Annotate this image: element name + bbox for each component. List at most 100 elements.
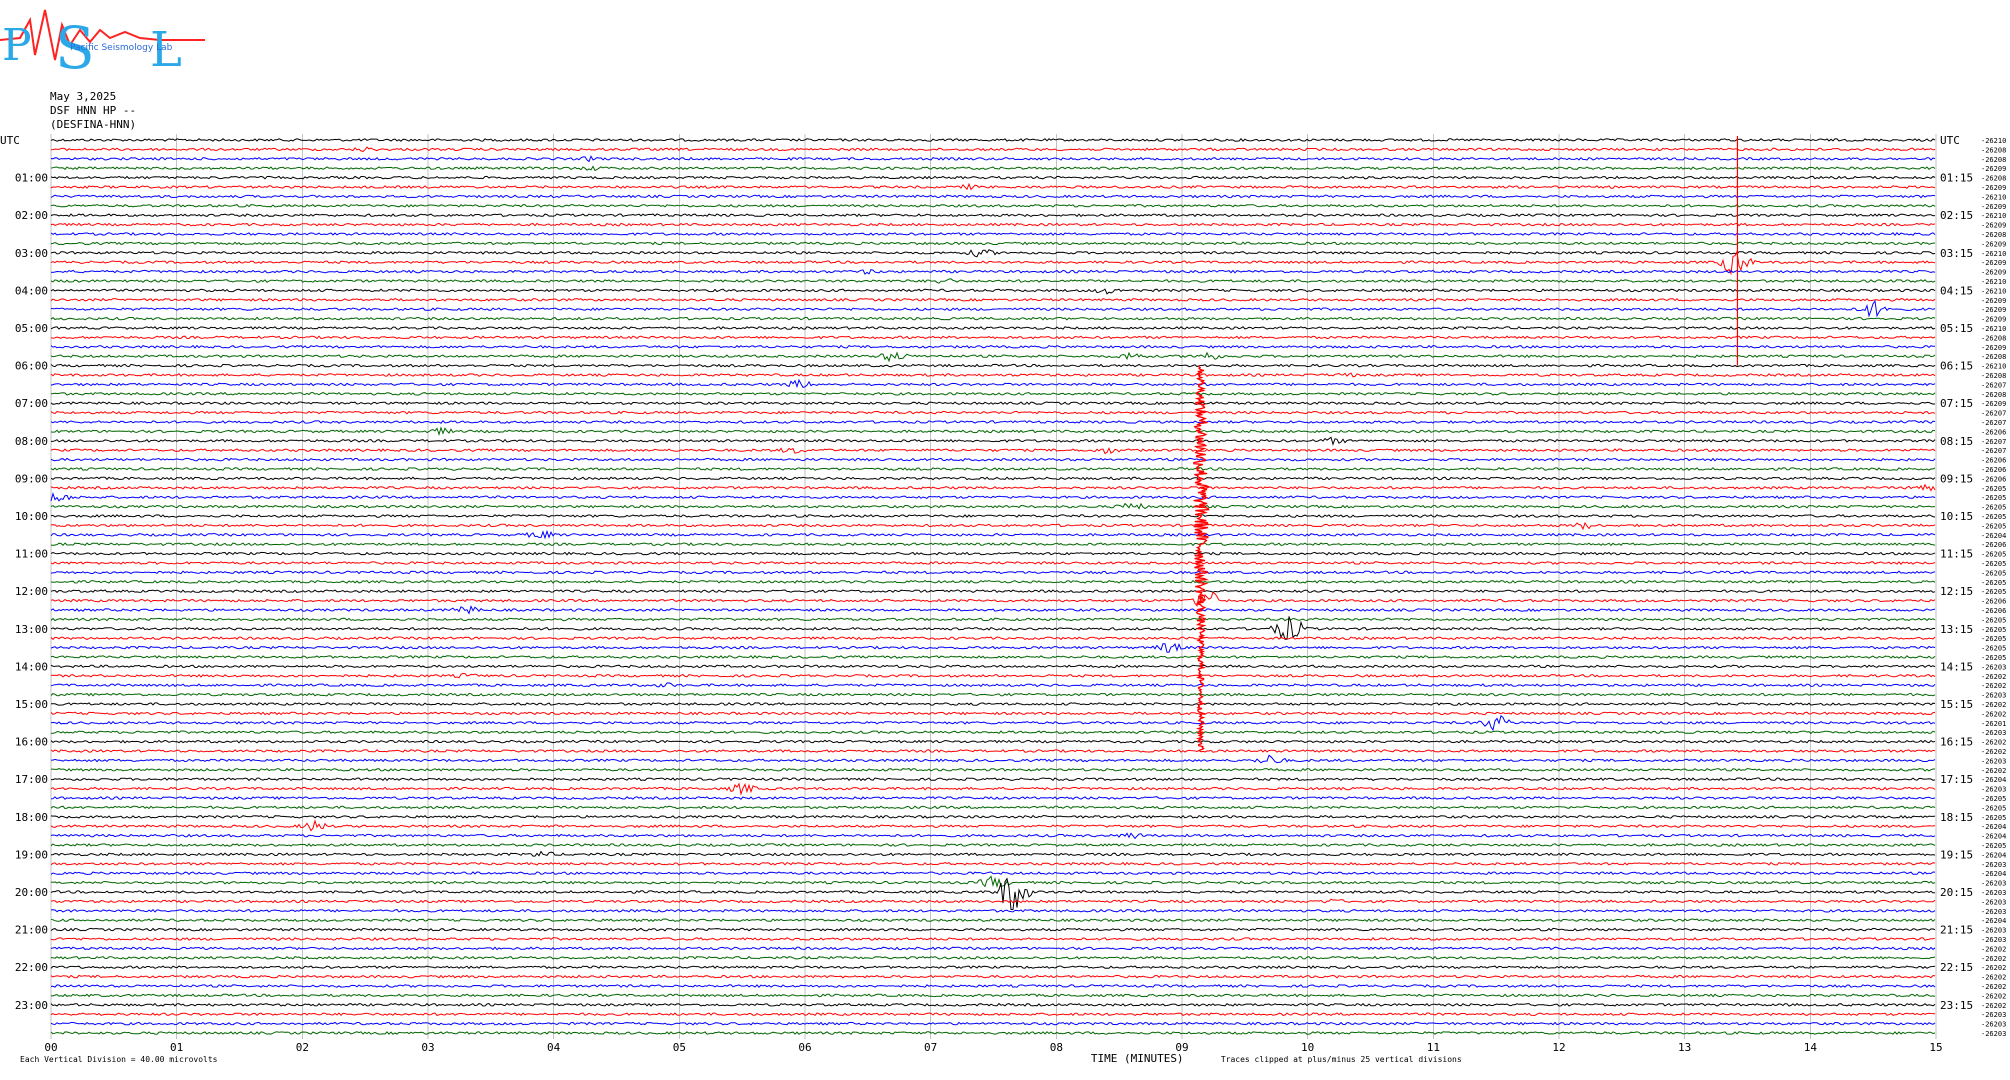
seismic-trace <box>50 861 1936 866</box>
logo-p: P <box>2 20 32 71</box>
seismic-trace <box>51 754 1936 764</box>
trace-value: -26205 <box>1981 560 2006 568</box>
seismic-trace <box>50 908 1936 913</box>
seismic-trace <box>50 529 1936 540</box>
hour-label-left: 13:00 <box>15 623 48 636</box>
seismic-trace <box>50 194 1936 199</box>
hour-label-right: 06:15 <box>1940 360 1973 373</box>
seismic-trace <box>50 796 1936 800</box>
hour-label-left: 17:00 <box>15 773 48 786</box>
trace-value: -26209 <box>1981 165 2006 173</box>
station-full-label: (DESFINA-HNN) <box>50 118 137 131</box>
seismic-trace <box>50 491 1936 502</box>
seismic-trace <box>50 805 1936 810</box>
trace-value: -26203 <box>1981 908 2006 916</box>
seismic-trace <box>50 604 1936 615</box>
trace-value: -26205 <box>1981 795 2006 803</box>
hour-label-left: 11:00 <box>15 548 48 561</box>
hour-label-right: 11:15 <box>1940 548 1973 561</box>
seismic-trace <box>50 591 1936 607</box>
trace-value: -26203 <box>1981 927 2006 935</box>
seismic-trace <box>50 222 1936 227</box>
seismic-trace <box>50 1031 1936 1035</box>
seismic-trace <box>50 877 1936 910</box>
seismic-trace <box>50 715 1936 732</box>
trace-value: -26208 <box>1981 353 2006 361</box>
seismic-trace <box>50 832 1936 840</box>
trace-value: -26202 <box>1981 1002 2006 1010</box>
seismic-trace <box>50 561 1936 565</box>
trace-value: -26209 <box>1981 240 2006 248</box>
trace-value: -26202 <box>1981 682 2006 690</box>
hour-label-left: 08:00 <box>15 435 48 448</box>
footer-right-note: Traces clipped at plus/minus 25 vertical… <box>1221 1055 1462 1064</box>
hour-label-left: 10:00 <box>15 510 48 523</box>
seismic-trace <box>50 372 1936 378</box>
hour-label-left: 12:00 <box>15 585 48 598</box>
trace-value: -26206 <box>1981 428 2006 436</box>
logo-l: L <box>150 22 182 75</box>
trace-value: -26210 <box>1981 325 2006 333</box>
trace-value: -26205 <box>1981 494 2006 502</box>
trace-value: -26204 <box>1981 833 2006 841</box>
hour-label-left: 01:00 <box>15 172 48 185</box>
seismic-trace <box>50 711 1936 716</box>
trace-value: -26208 <box>1981 156 2006 164</box>
trace-value: -26207 <box>1981 410 2006 418</box>
seismic-trace <box>50 363 1936 368</box>
trace-value: -26208 <box>1981 391 2006 399</box>
left-axis-label: UTC <box>0 134 20 147</box>
trace-value: -26205 <box>1981 579 2006 587</box>
trace-value: -26209 <box>1981 203 2006 211</box>
hour-label-right: 03:15 <box>1940 247 1973 260</box>
seismic-trace <box>50 655 1936 659</box>
seismic-trace <box>50 457 1936 462</box>
hour-label-right: 02:15 <box>1940 209 1973 222</box>
seismic-trace <box>50 297 1936 302</box>
big-event-trace <box>1193 365 1211 752</box>
hour-label-left: 02:00 <box>15 209 48 222</box>
seismic-trace <box>50 316 1936 321</box>
trace-value: -26203 <box>1981 757 2006 765</box>
seismic-trace <box>50 165 1936 172</box>
seismic-trace <box>50 521 1936 531</box>
trace-value: -26210 <box>1981 193 2006 201</box>
x-tick-label: 04 <box>547 1041 561 1054</box>
hour-label-right: 05:15 <box>1940 322 1973 335</box>
trace-value: -26209 <box>1981 184 2006 192</box>
seismic-trace <box>50 410 1936 415</box>
seismic-trace <box>50 401 1936 406</box>
trace-value: -26205 <box>1981 645 2006 653</box>
trace-value: -26202 <box>1981 710 2006 718</box>
hour-label-left: 09:00 <box>15 472 48 485</box>
trace-value: -26202 <box>1981 974 2006 982</box>
hour-label-left: 04:00 <box>15 284 48 297</box>
seismic-trace <box>50 974 1936 979</box>
seismic-trace <box>50 782 1936 796</box>
seismic-trace <box>50 467 1936 471</box>
x-tick-label: 08 <box>1050 1041 1063 1054</box>
trace-value: -26205 <box>1981 616 2006 624</box>
trace-value: -26205 <box>1981 635 2006 643</box>
seismic-trace <box>50 682 1936 688</box>
seismic-trace <box>50 155 1936 163</box>
seismic-trace <box>50 551 1936 556</box>
hour-label-left: 23:00 <box>15 999 48 1012</box>
trace-value: -26204 <box>1981 870 2006 878</box>
hour-label-right: 13:15 <box>1940 623 1973 636</box>
trace-value: -26205 <box>1981 513 2006 521</box>
trace-value: -26204 <box>1981 823 2006 831</box>
trace-value: -26209 <box>1981 297 2006 305</box>
hour-label-right: 19:15 <box>1940 848 1973 861</box>
trace-value: -26202 <box>1981 701 2006 709</box>
seismic-trace <box>51 767 1935 772</box>
seismic-trace <box>50 250 1936 276</box>
hour-label-right: 14:15 <box>1940 660 1973 673</box>
seismic-trace <box>50 730 1936 735</box>
seismic-trace <box>50 268 1936 275</box>
trace-value: -26205 <box>1981 804 2006 812</box>
x-tick-label: 03 <box>421 1041 434 1054</box>
trace-value: -26202 <box>1981 992 2006 1000</box>
hour-label-left: 18:00 <box>15 811 48 824</box>
